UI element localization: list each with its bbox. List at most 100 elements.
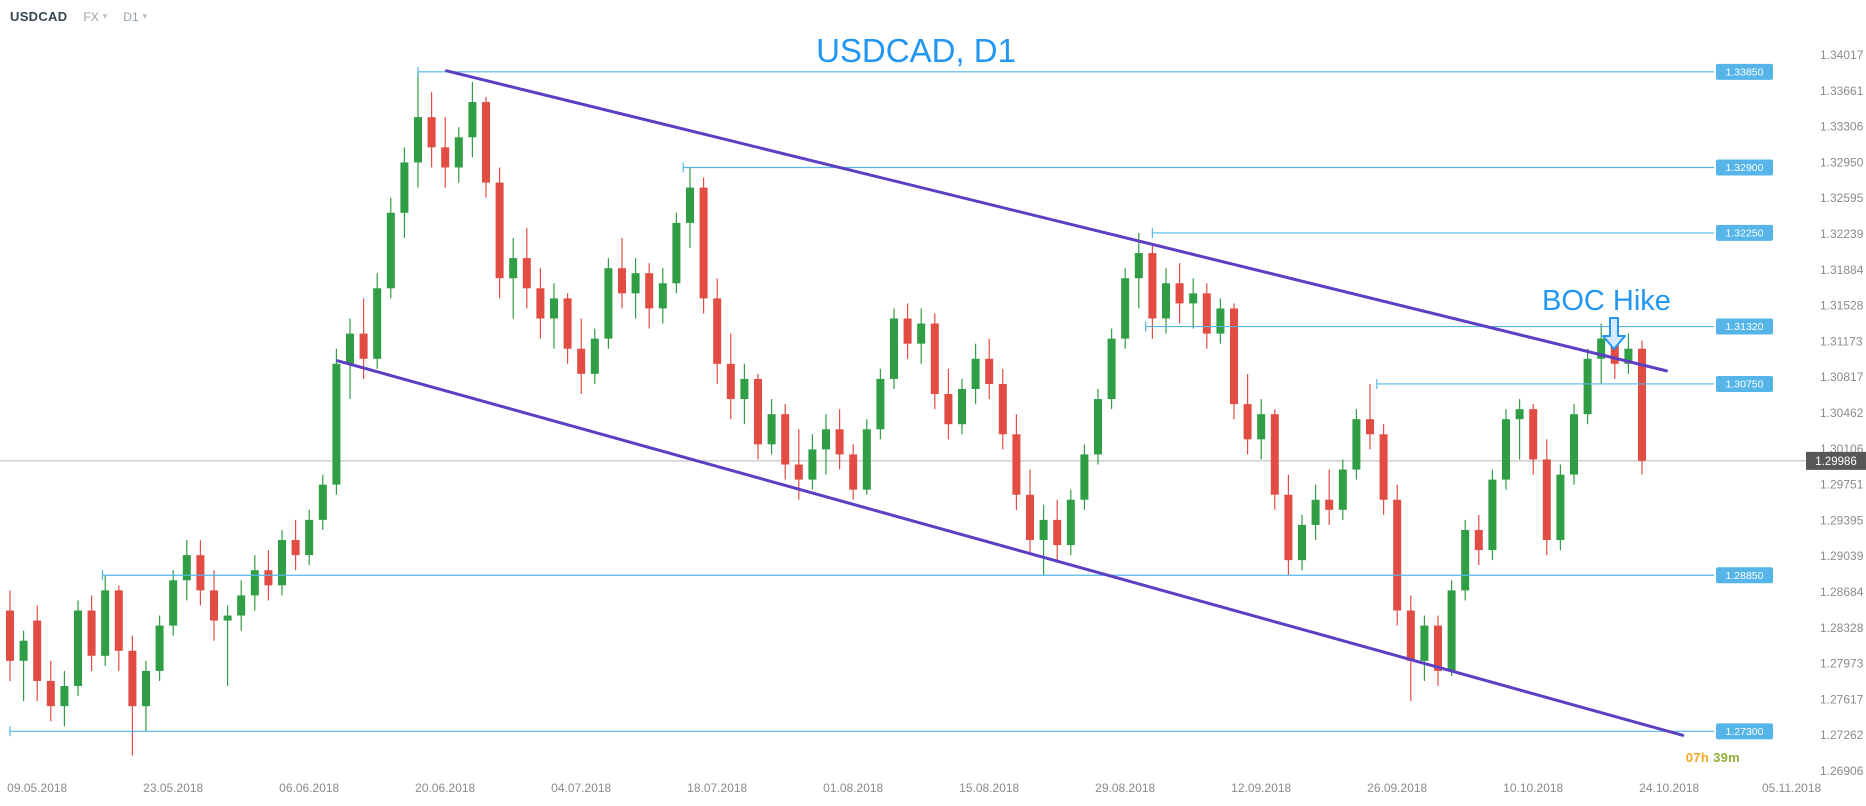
event-annotation: BOC Hike <box>1542 285 1671 317</box>
candle-bearish <box>944 394 953 425</box>
candle-bullish <box>1094 399 1102 455</box>
chart-toolbar: USDCAD FX ▾ D1 ▾ <box>10 9 147 24</box>
candle-bullish <box>1570 414 1578 475</box>
date-axis-label: 20.06.2018 <box>415 781 475 795</box>
candle-bullish <box>1624 348 1633 364</box>
candle-bearish <box>1230 308 1238 405</box>
price-level-tag-label: 1.31320 <box>1726 321 1764 333</box>
candle-bearish <box>1379 434 1388 500</box>
candle-bullish <box>400 162 409 213</box>
chevron-down-icon: ▾ <box>142 11 148 21</box>
price-axis-label: 1.29039 <box>1820 549 1864 563</box>
candle-bullish <box>1583 358 1592 415</box>
candle-bullish <box>318 484 327 520</box>
current-price-tag-label: 1.29986 <box>1815 456 1857 468</box>
candle-bullish <box>250 570 259 596</box>
candle-bearish <box>1202 293 1211 334</box>
candle-bullish <box>74 610 82 687</box>
candle-bearish <box>794 464 803 480</box>
candle-bullish <box>631 273 640 294</box>
candle-bullish <box>971 358 980 389</box>
channel-upper[interactable] <box>445 69 1668 373</box>
candle-bearish <box>128 650 137 707</box>
candle-bullish <box>604 268 613 339</box>
price-axis-label: 1.27262 <box>1820 728 1864 742</box>
candle-bearish <box>998 383 1007 435</box>
candle-bearish <box>1284 494 1293 561</box>
candle-bullish <box>862 429 871 490</box>
date-axis-label: 26.09.2018 <box>1367 781 1427 795</box>
price-level-tag-label: 1.30750 <box>1726 378 1764 390</box>
candle-bullish <box>1107 338 1116 400</box>
candle-bearish <box>264 570 273 586</box>
candle-bullish <box>142 670 150 707</box>
candle-bearish <box>699 187 708 299</box>
candle-bearish <box>291 540 300 556</box>
candle-bearish <box>1393 499 1402 611</box>
price-axis-label: 1.27617 <box>1820 692 1864 706</box>
price-level-lines-layer[interactable] <box>9 66 1714 737</box>
chart-title-annotation: USDCAD, D1 <box>816 32 1016 69</box>
price-axis-label: 1.28684 <box>1820 585 1864 599</box>
market-selector[interactable]: FX ▾ <box>83 10 107 24</box>
candle-bearish <box>618 268 626 294</box>
candle-bullish <box>1420 625 1429 661</box>
price-level-tag <box>1716 375 1773 392</box>
market-selector-label: FX <box>83 9 99 24</box>
price-level-tag <box>1716 723 1773 740</box>
candle-bullish <box>686 187 694 223</box>
candle-bullish <box>1134 253 1143 279</box>
timeframe-selector[interactable]: D1 ▾ <box>123 10 147 24</box>
price-level-tag <box>1716 567 1773 584</box>
countdown-minutes: 39m <box>1713 750 1740 765</box>
price-level-tag <box>1716 224 1773 241</box>
candle-bullish <box>890 318 898 379</box>
price-axis-label: 1.30817 <box>1820 370 1864 384</box>
price-axis-label: 1.32950 <box>1820 155 1864 169</box>
price-axis-label: 1.27973 <box>1820 657 1864 671</box>
candle-bullish <box>386 212 395 289</box>
candle-bullish <box>876 378 885 430</box>
candle-bearish <box>1406 610 1415 661</box>
countdown-hours: 07h <box>1685 750 1710 765</box>
candle-bearish <box>1012 434 1021 495</box>
price-axis-label: 1.31173 <box>1820 334 1863 348</box>
candle-bearish <box>536 288 545 319</box>
candle-bullish <box>1338 469 1347 510</box>
candle-bullish <box>332 363 341 485</box>
candle-bullish <box>1257 414 1266 440</box>
candle-bullish <box>958 388 966 425</box>
candle-bearish <box>210 590 218 621</box>
current-price-tag <box>1806 451 1866 470</box>
price-axis-label: 1.31884 <box>1820 263 1864 277</box>
candle-bullish <box>1447 590 1456 671</box>
candle-bearish <box>1610 338 1619 364</box>
candle-bearish <box>985 358 994 384</box>
price-axis-label: 1.33306 <box>1820 120 1864 134</box>
candle-bearish <box>1243 404 1252 440</box>
price-axis-label: 1.33661 <box>1820 84 1864 98</box>
candle-bearish <box>359 333 368 359</box>
axis-labels-layer: 1.34017 1.33661 1.33306 1.32950 1.32595 1.322… <box>7 48 1864 795</box>
candle-bullish <box>454 137 463 168</box>
price-level-tag <box>1716 159 1773 176</box>
candle-bullish <box>1039 519 1048 541</box>
date-axis-label: 09.05.2018 <box>7 781 67 795</box>
date-axis-label: 05.11.2018 <box>1762 781 1821 795</box>
date-axis-label: 24.10.2018 <box>1639 781 1699 795</box>
candle-bearish <box>1542 459 1551 541</box>
candle-bearish <box>1529 409 1538 460</box>
date-axis-label: 18.07.2018 <box>687 781 747 795</box>
candle-bullish <box>1556 474 1565 541</box>
candle-bullish <box>1066 499 1075 546</box>
candle-bullish <box>1080 454 1089 500</box>
candle-bearish <box>1053 519 1062 546</box>
price-level-tag <box>1716 318 1773 335</box>
price-level-tag-label: 1.27300 <box>1726 726 1764 738</box>
candle-bullish <box>223 615 232 621</box>
channel-lower[interactable] <box>336 359 1685 737</box>
candle-bearish <box>1434 625 1442 671</box>
channel-trendlines-layer[interactable] <box>336 69 1685 737</box>
candle-bullish <box>1502 419 1510 480</box>
